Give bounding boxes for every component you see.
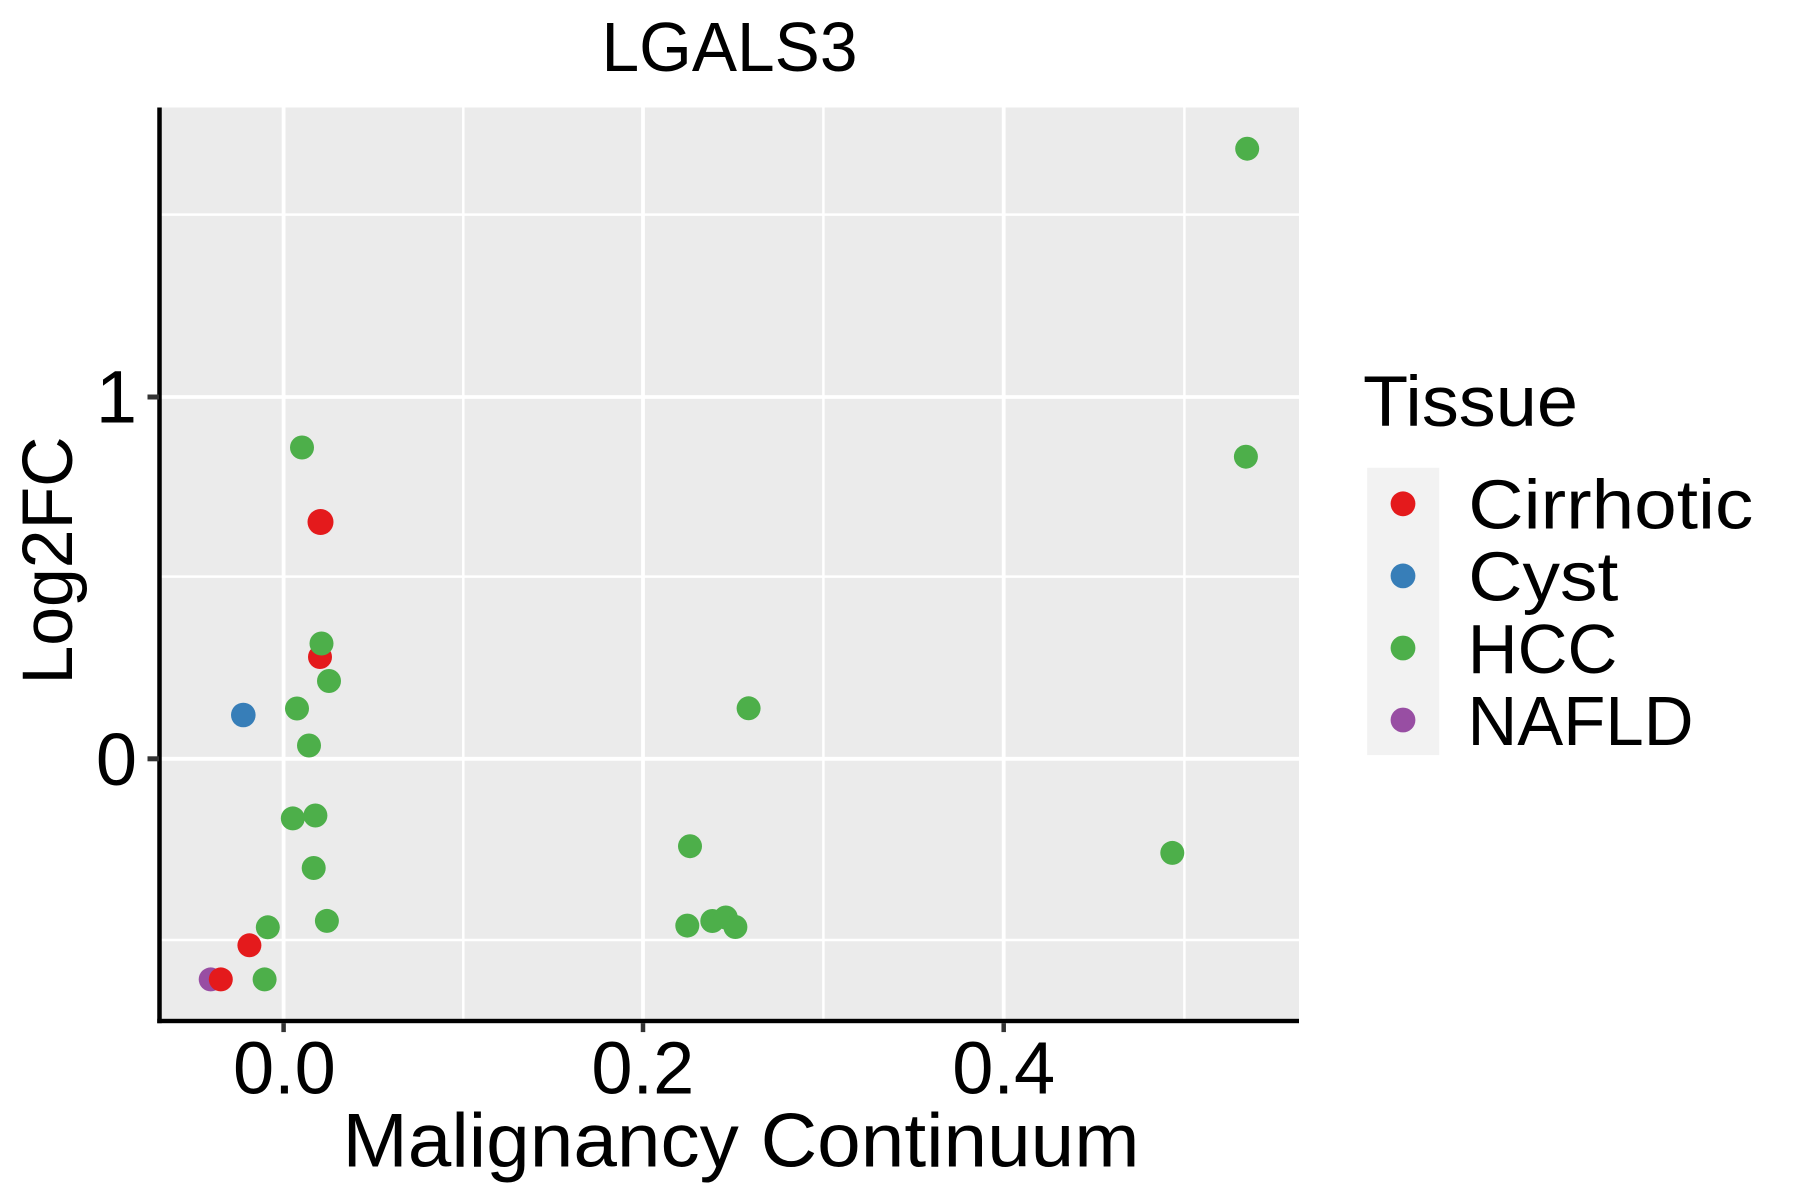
svg-text:0.4: 0.4 bbox=[952, 1027, 1055, 1110]
svg-text:Log2FC: Log2FC bbox=[9, 437, 88, 685]
svg-text:LGALS3: LGALS3 bbox=[602, 8, 858, 86]
svg-text:NAFLD: NAFLD bbox=[1468, 682, 1694, 760]
svg-text:Malignancy Continuum: Malignancy Continuum bbox=[343, 1099, 1140, 1184]
svg-text:0: 0 bbox=[96, 718, 137, 801]
svg-text:Cirrhotic: Cirrhotic bbox=[1468, 466, 1753, 544]
svg-text:Cyst: Cyst bbox=[1468, 538, 1618, 616]
svg-text:HCC: HCC bbox=[1468, 610, 1618, 688]
svg-text:0.2: 0.2 bbox=[591, 1027, 694, 1110]
svg-text:0.0: 0.0 bbox=[233, 1027, 336, 1110]
svg-text:Tissue: Tissue bbox=[1363, 363, 1578, 442]
svg-text:1: 1 bbox=[96, 356, 137, 439]
